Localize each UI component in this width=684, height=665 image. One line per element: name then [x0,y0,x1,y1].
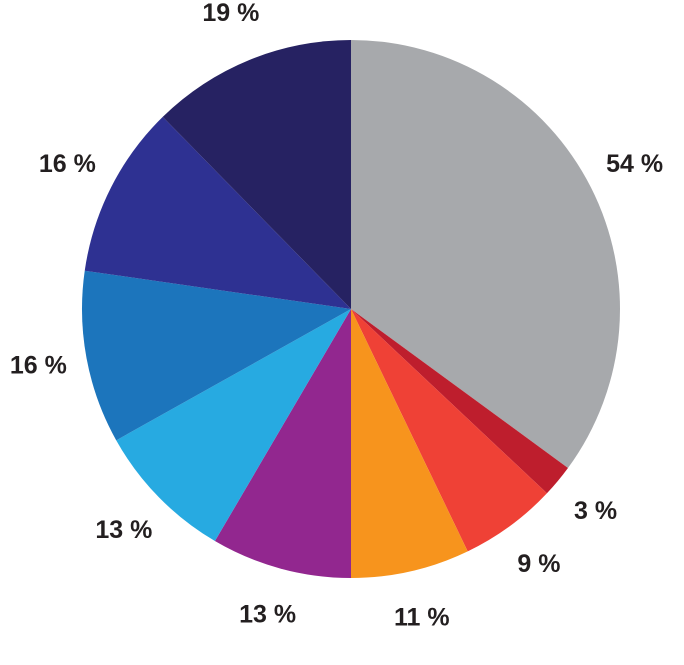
data-label: 54 % [606,150,663,178]
pie-slice [116,309,351,542]
data-label: 13 % [239,600,296,628]
data-label: 9 % [517,550,560,578]
pie-slice [214,309,351,578]
pie-slice [351,309,468,578]
data-label: 13 % [95,516,152,544]
pie-slice [162,40,351,309]
pie-slice [351,309,568,494]
data-label: 19 % [202,0,259,27]
pie-slice [351,309,547,552]
pie-slice [351,40,620,469]
pie-slice [82,270,352,441]
data-label: 16 % [10,352,67,380]
data-label: 11 % [394,604,450,632]
pie-slice [84,116,351,309]
data-label: 3 % [574,497,617,525]
data-label: 16 % [39,150,96,178]
